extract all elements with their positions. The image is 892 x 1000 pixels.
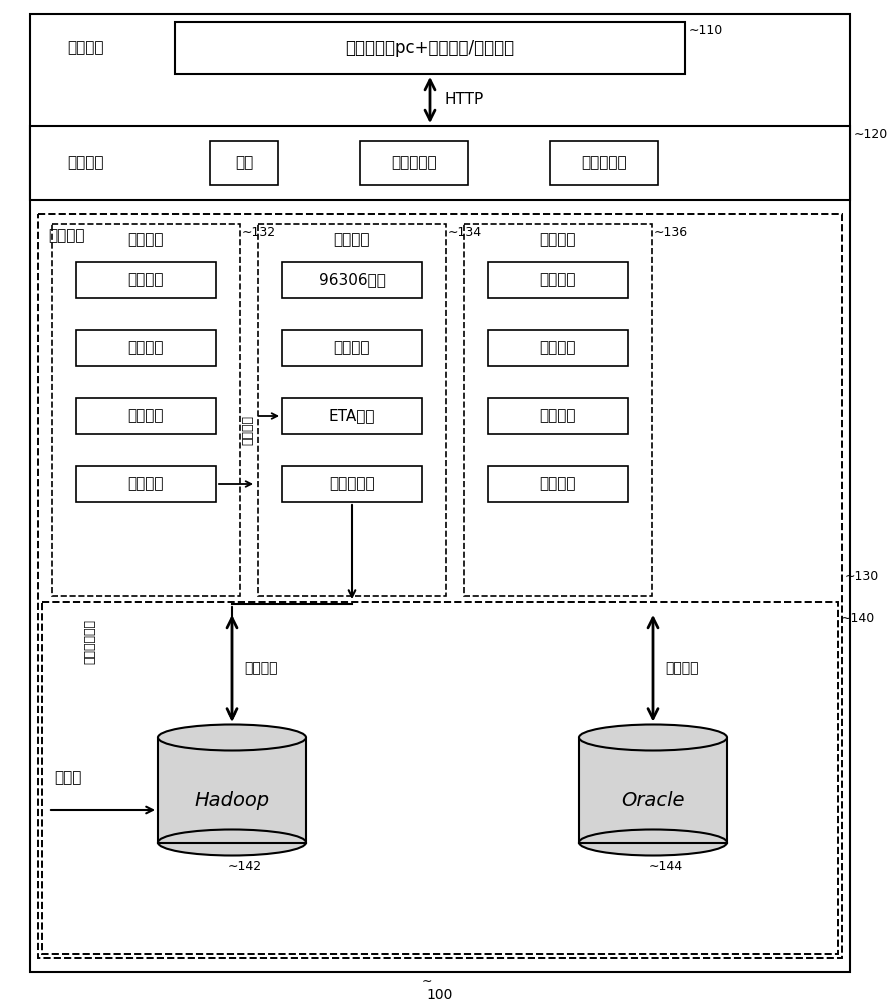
Bar xyxy=(282,262,422,298)
Ellipse shape xyxy=(579,830,727,856)
Text: 订单信息: 订单信息 xyxy=(540,477,576,491)
Text: 在途信息: 在途信息 xyxy=(540,340,576,356)
Text: 用户接入: 用户接入 xyxy=(67,40,103,55)
Bar xyxy=(282,330,422,366)
Text: 前端界面（pc+移动端）/外部系统: 前端界面（pc+移动端）/外部系统 xyxy=(345,39,515,57)
Bar xyxy=(488,262,628,298)
Bar xyxy=(76,398,216,434)
Text: Hadoop: Hadoop xyxy=(194,790,269,810)
Text: 运单信息: 运单信息 xyxy=(540,408,576,424)
Text: 权限管理: 权限管理 xyxy=(128,340,164,356)
Text: 数据层: 数据层 xyxy=(54,770,81,786)
Bar xyxy=(258,224,446,596)
Bar xyxy=(464,224,652,596)
Bar xyxy=(360,141,468,185)
Text: ∼120: ∼120 xyxy=(854,128,888,141)
Text: 认证、授权: 认证、授权 xyxy=(582,155,627,170)
Text: 用户管理: 用户管理 xyxy=(128,272,164,288)
Text: ∼144: ∼144 xyxy=(649,859,683,872)
Text: ∼132: ∼132 xyxy=(242,226,277,239)
Text: 站占预测: 站占预测 xyxy=(242,415,254,445)
Text: 系统日志: 系统日志 xyxy=(128,477,164,491)
Bar xyxy=(282,398,422,434)
Bar xyxy=(42,602,838,954)
Text: 装卸报告: 装卸报告 xyxy=(540,272,576,288)
Bar xyxy=(488,398,628,434)
Text: ∼110: ∼110 xyxy=(689,24,723,37)
Bar xyxy=(158,738,306,842)
Bar xyxy=(579,738,727,842)
Bar xyxy=(210,141,278,185)
Text: Oracle: Oracle xyxy=(621,790,685,810)
Text: 基础信息: 基础信息 xyxy=(128,408,164,424)
Bar xyxy=(282,466,422,502)
Bar xyxy=(38,214,842,958)
Text: 96306接入: 96306接入 xyxy=(318,272,385,288)
Text: 安全: 安全 xyxy=(235,155,253,170)
Bar xyxy=(175,22,685,74)
Text: 数据可视化: 数据可视化 xyxy=(329,477,375,491)
Text: 100: 100 xyxy=(426,988,453,1000)
Ellipse shape xyxy=(579,724,727,750)
Text: 服务网关: 服务网关 xyxy=(67,155,103,170)
Text: 认证、授权: 认证、授权 xyxy=(392,155,437,170)
Bar xyxy=(550,141,658,185)
Bar xyxy=(76,466,216,502)
Bar xyxy=(30,126,850,200)
Text: ∼130: ∼130 xyxy=(845,570,880,582)
Text: ∼136: ∼136 xyxy=(654,226,688,239)
Text: 数据抄取: 数据抄取 xyxy=(540,232,576,247)
Text: 数据存储: 数据存储 xyxy=(665,661,698,675)
Text: ∼142: ∼142 xyxy=(228,859,262,872)
Bar xyxy=(76,330,216,366)
Bar xyxy=(52,224,240,596)
Bar xyxy=(76,262,216,298)
Ellipse shape xyxy=(158,830,306,856)
Text: ∼140: ∼140 xyxy=(841,612,875,625)
Text: ETA预测: ETA预测 xyxy=(329,408,376,424)
Text: 用户行为分析: 用户行为分析 xyxy=(84,619,96,664)
Text: ∼: ∼ xyxy=(422,975,433,988)
Text: 智能匹配: 智能匹配 xyxy=(334,340,370,356)
Text: HTTP: HTTP xyxy=(444,93,483,107)
Text: ∼134: ∼134 xyxy=(448,226,482,239)
Text: 数据分析: 数据分析 xyxy=(244,661,277,675)
Bar xyxy=(488,330,628,366)
Ellipse shape xyxy=(158,724,306,750)
Text: 应用集群: 应用集群 xyxy=(48,228,85,243)
Bar xyxy=(488,466,628,502)
Text: 基础服务: 基础服务 xyxy=(128,232,164,247)
Text: 业务系统: 业务系统 xyxy=(334,232,370,247)
